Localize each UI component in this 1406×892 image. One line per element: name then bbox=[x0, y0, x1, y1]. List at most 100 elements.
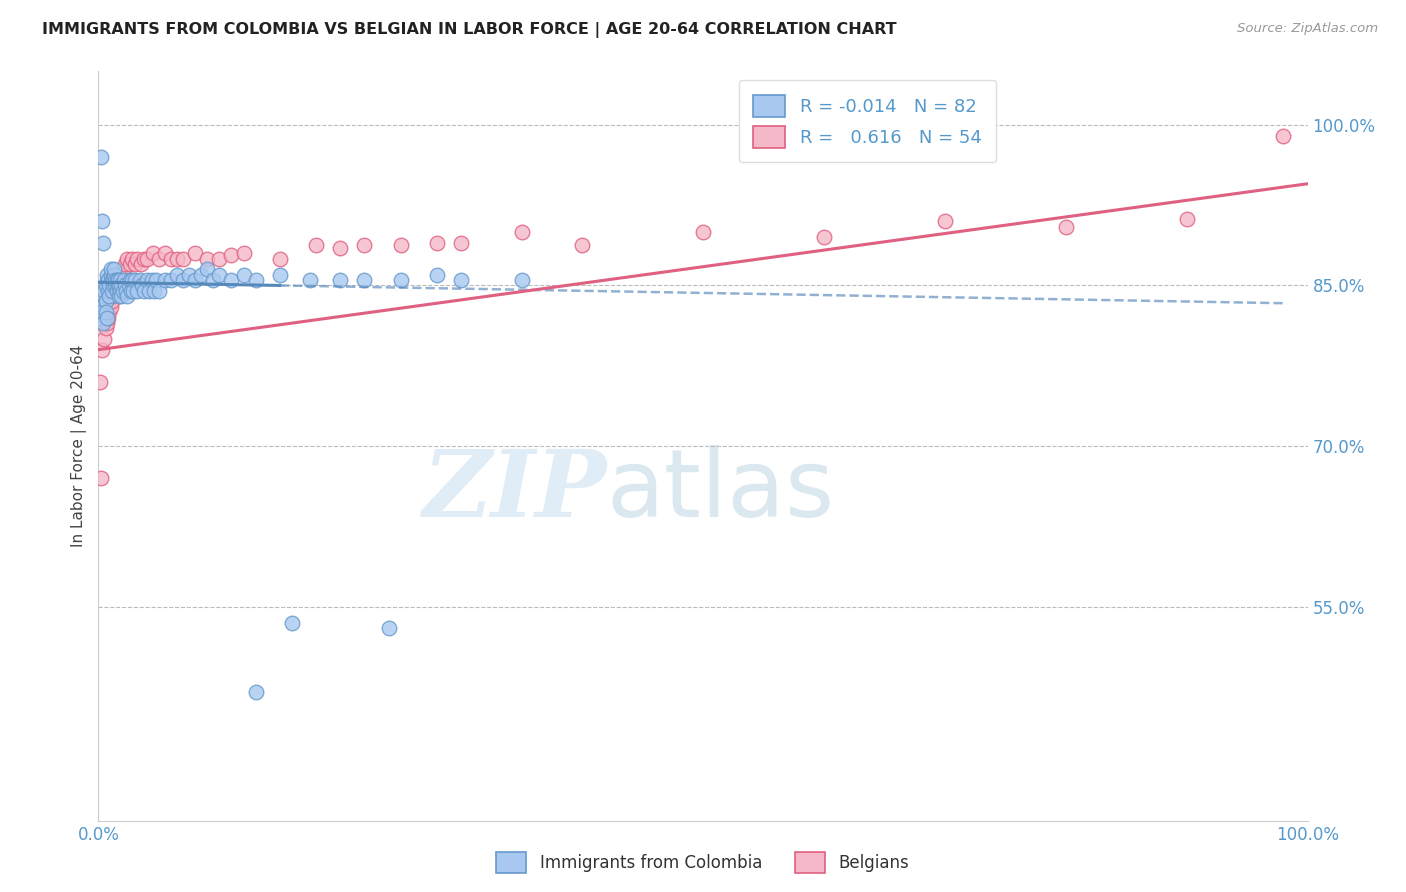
Text: IMMIGRANTS FROM COLOMBIA VS BELGIAN IN LABOR FORCE | AGE 20-64 CORRELATION CHART: IMMIGRANTS FROM COLOMBIA VS BELGIAN IN L… bbox=[42, 22, 897, 38]
Point bbox=[305, 237, 328, 252]
Point bbox=[108, 278, 131, 293]
Point bbox=[94, 305, 117, 319]
Point bbox=[138, 284, 160, 298]
Point bbox=[124, 273, 146, 287]
Legend: R = -0.014   N = 82, R =   0.616   N = 54: R = -0.014 N = 82, R = 0.616 N = 54 bbox=[738, 80, 997, 162]
Point bbox=[118, 278, 141, 293]
Point bbox=[143, 284, 166, 298]
Point bbox=[104, 278, 127, 293]
Point bbox=[269, 268, 291, 282]
Point bbox=[299, 273, 322, 287]
Point bbox=[100, 300, 122, 314]
Point bbox=[221, 273, 243, 287]
Point bbox=[135, 273, 157, 287]
Point bbox=[426, 235, 449, 250]
Point bbox=[103, 284, 125, 298]
Point bbox=[98, 305, 121, 319]
Point bbox=[389, 273, 412, 287]
Point bbox=[232, 246, 254, 260]
Point bbox=[510, 225, 533, 239]
Point bbox=[510, 273, 533, 287]
Point bbox=[245, 273, 267, 287]
Text: ZIP: ZIP bbox=[422, 446, 606, 536]
Point bbox=[108, 268, 131, 282]
Point bbox=[104, 278, 127, 293]
Point bbox=[221, 248, 243, 262]
Point bbox=[172, 273, 194, 287]
Point bbox=[153, 273, 176, 287]
Point bbox=[100, 268, 122, 282]
Point bbox=[91, 316, 114, 330]
Point bbox=[110, 273, 132, 287]
Point bbox=[934, 214, 956, 228]
Point bbox=[127, 284, 149, 298]
Point bbox=[100, 262, 122, 277]
Point bbox=[111, 284, 134, 298]
Point bbox=[91, 305, 114, 319]
Text: Source: ZipAtlas.com: Source: ZipAtlas.com bbox=[1237, 22, 1378, 36]
Point bbox=[172, 252, 194, 266]
Point bbox=[160, 252, 183, 266]
Point bbox=[166, 252, 188, 266]
Point bbox=[232, 268, 254, 282]
Point bbox=[108, 268, 131, 282]
Legend: Immigrants from Colombia, Belgians: Immigrants from Colombia, Belgians bbox=[489, 846, 917, 880]
Point bbox=[195, 262, 218, 277]
Point bbox=[89, 310, 111, 325]
Point bbox=[426, 268, 449, 282]
Point bbox=[118, 257, 141, 271]
Point bbox=[1175, 212, 1198, 227]
Point bbox=[110, 289, 132, 303]
Point bbox=[450, 273, 472, 287]
Point bbox=[114, 257, 136, 271]
Text: atlas: atlas bbox=[606, 445, 835, 537]
Point bbox=[269, 252, 291, 266]
Point bbox=[98, 289, 121, 303]
Point bbox=[692, 225, 714, 239]
Point bbox=[112, 273, 135, 287]
Point bbox=[107, 273, 129, 287]
Point bbox=[94, 294, 117, 309]
Point bbox=[90, 471, 112, 485]
Point bbox=[166, 268, 188, 282]
Point bbox=[450, 235, 472, 250]
Point bbox=[145, 273, 167, 287]
Point bbox=[93, 332, 115, 346]
Point bbox=[100, 284, 122, 298]
Point bbox=[96, 273, 118, 287]
Point bbox=[120, 284, 142, 298]
Point bbox=[89, 375, 111, 389]
Point bbox=[353, 237, 375, 252]
Point bbox=[124, 257, 146, 271]
Point bbox=[329, 273, 352, 287]
Point bbox=[117, 252, 139, 266]
Point bbox=[105, 273, 128, 287]
Point bbox=[131, 278, 153, 293]
Point bbox=[104, 273, 127, 287]
Point bbox=[813, 230, 835, 244]
Point bbox=[108, 273, 131, 287]
Point bbox=[107, 278, 129, 293]
Point bbox=[96, 268, 118, 282]
Point bbox=[141, 273, 163, 287]
Point bbox=[108, 289, 131, 303]
Point bbox=[105, 284, 128, 298]
Point bbox=[101, 273, 124, 287]
Point bbox=[195, 252, 218, 266]
Point bbox=[93, 284, 115, 298]
Point bbox=[107, 273, 129, 287]
Point bbox=[121, 252, 143, 266]
Point bbox=[91, 343, 114, 357]
Point bbox=[91, 214, 114, 228]
Point bbox=[111, 262, 134, 277]
Point bbox=[135, 252, 157, 266]
Point bbox=[97, 284, 120, 298]
Point bbox=[1272, 128, 1295, 143]
Point bbox=[571, 237, 593, 252]
Y-axis label: In Labor Force | Age 20-64: In Labor Force | Age 20-64 bbox=[72, 345, 87, 547]
Point bbox=[245, 685, 267, 699]
Point bbox=[128, 273, 150, 287]
Point bbox=[190, 268, 212, 282]
Point bbox=[129, 257, 152, 271]
Point bbox=[91, 235, 114, 250]
